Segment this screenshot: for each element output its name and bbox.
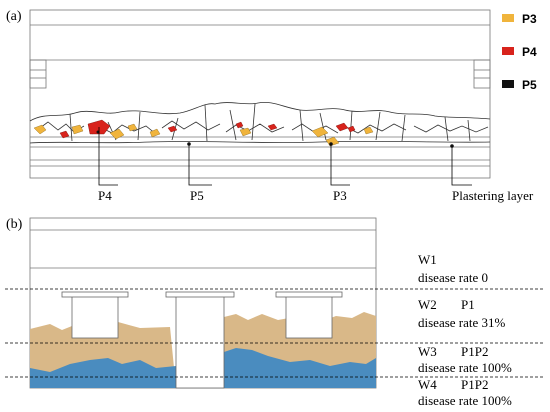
callout-plastering-layer: Plastering layer	[452, 188, 534, 203]
legend-label-p5: P5	[522, 78, 537, 92]
window-left	[71, 295, 119, 339]
legend-swatch-p5	[502, 80, 514, 88]
doorway-center	[175, 295, 225, 389]
window-right	[285, 295, 333, 339]
zone-w3-code: P1P2	[461, 344, 488, 359]
zone-w3-rate: disease rate 100%	[418, 360, 512, 375]
disease-region-blue	[30, 348, 376, 388]
patches-p5	[96, 130, 454, 148]
window-right-sill	[275, 291, 343, 298]
panel-a-label: (a)	[6, 9, 22, 24]
callout-p5: P5	[190, 188, 204, 203]
zone-w1-rate: disease rate 0	[418, 270, 488, 285]
zone-w2-code: P1	[461, 297, 475, 312]
wall-a-structure	[29, 9, 491, 179]
legend-label-p3: P3	[522, 12, 537, 26]
zone-w4-name: W4	[418, 377, 437, 392]
zone-dividers	[5, 288, 545, 378]
zone-w3-name: W3	[418, 344, 437, 359]
panel-b-label: (b)	[6, 217, 23, 232]
zone-w2-name: W2	[418, 297, 437, 312]
legend-swatch-p3	[502, 14, 514, 22]
legend-label-p4: P4	[522, 45, 537, 59]
doorway-center-lintel	[165, 291, 235, 298]
zone-w4-rate: disease rate 100%	[418, 393, 512, 408]
zone-labels: W1 disease rate 0 W2 P1 disease rate 31%…	[418, 252, 512, 408]
window-left-sill	[61, 291, 129, 298]
openings	[61, 291, 343, 389]
callout-leaders	[98, 127, 472, 186]
patches-p4	[59, 119, 356, 139]
callout-p3: P3	[333, 188, 347, 203]
crack-band	[29, 101, 491, 144]
legend-swatch-p4	[502, 47, 514, 55]
zone-w1-name: W1	[418, 252, 437, 267]
zone-w2-rate: disease rate 31%	[418, 315, 506, 330]
legend: P3 P4 P5	[502, 12, 537, 92]
callout-p4: P4	[98, 188, 112, 203]
zone-w4-code: P1P2	[461, 377, 488, 392]
